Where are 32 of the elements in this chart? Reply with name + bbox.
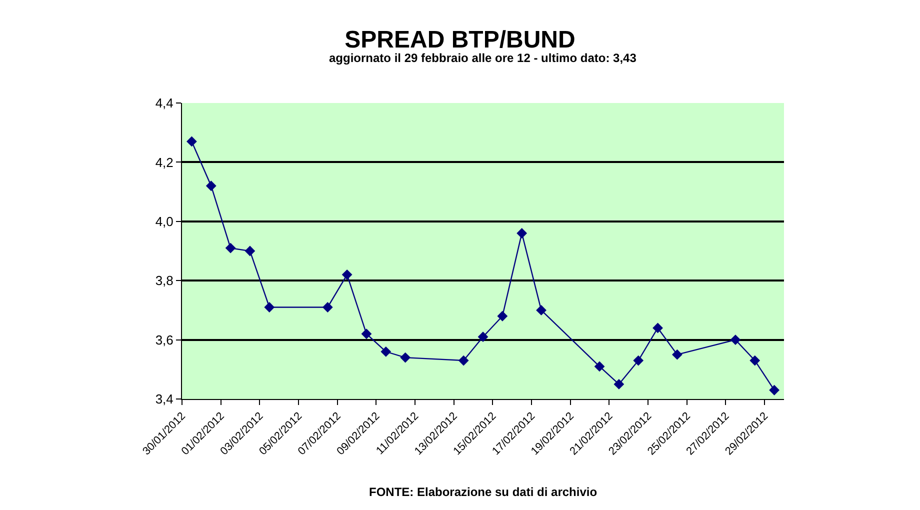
point bbox=[342, 269, 352, 280]
point bbox=[244, 246, 256, 256]
point bbox=[497, 310, 508, 322]
point bbox=[730, 334, 741, 345]
y-tick-label: 4,2 bbox=[155, 154, 174, 170]
point bbox=[536, 305, 546, 316]
point bbox=[380, 346, 392, 357]
point bbox=[652, 322, 663, 334]
point bbox=[769, 384, 780, 396]
y-tick-label: 3,8 bbox=[155, 273, 174, 288]
point bbox=[594, 361, 605, 372]
point bbox=[458, 355, 469, 366]
y-tick-label: 3,4 bbox=[155, 392, 174, 407]
point bbox=[186, 136, 197, 147]
point bbox=[478, 332, 488, 342]
point bbox=[206, 180, 216, 192]
point bbox=[361, 328, 372, 340]
point bbox=[672, 349, 682, 360]
y-tick-label: 3,6 bbox=[155, 332, 174, 348]
point bbox=[264, 302, 275, 312]
y-tick-label: 4,4 bbox=[155, 96, 174, 111]
chart-title: SPREAD BTP/BUND bbox=[344, 26, 576, 54]
point bbox=[750, 355, 760, 366]
point bbox=[633, 355, 644, 366]
source-note: FONTE: Elaborazione su dati di archivio bbox=[369, 485, 598, 499]
point bbox=[516, 228, 528, 238]
point bbox=[225, 242, 236, 254]
chart-subtitle: aggiornato il 29 febbraio alle ore 12 - ultimo dato: 3,43 bbox=[329, 51, 637, 65]
point bbox=[400, 352, 411, 363]
point bbox=[614, 379, 624, 390]
point bbox=[322, 302, 333, 312]
y-tick-label: 4,0 bbox=[155, 214, 174, 229]
